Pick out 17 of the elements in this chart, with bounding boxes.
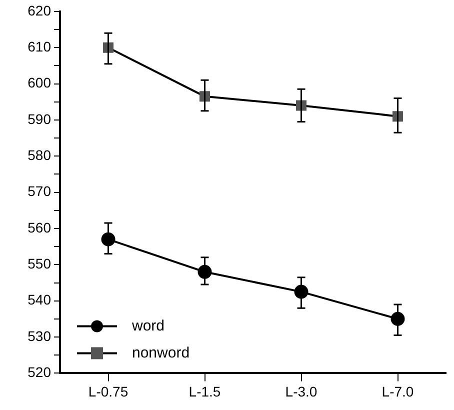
y-tick-label: 620	[28, 2, 52, 18]
legend-label: nonword	[132, 344, 190, 362]
y-tick-label: 560	[28, 219, 52, 236]
y-tick-label: 520	[28, 364, 52, 380]
y-tick-label: 580	[28, 146, 52, 163]
x-tick-label: L-0.75	[88, 383, 128, 400]
y-tick-label: 550	[28, 256, 52, 272]
y-tick-label: 600	[28, 74, 52, 91]
x-tick-label: L-3.0	[285, 383, 318, 400]
y-tick-label: 570	[28, 183, 52, 200]
y-tick-label: 540	[28, 292, 52, 308]
y-tick-label: 590	[28, 110, 52, 127]
y-tick-label: 530	[28, 328, 52, 344]
y-tick-label: 610	[28, 38, 52, 54]
x-tick-label: L-7.0	[382, 383, 414, 400]
legend-label: word	[131, 317, 165, 334]
x-tick-label: L-1.5	[188, 383, 221, 400]
